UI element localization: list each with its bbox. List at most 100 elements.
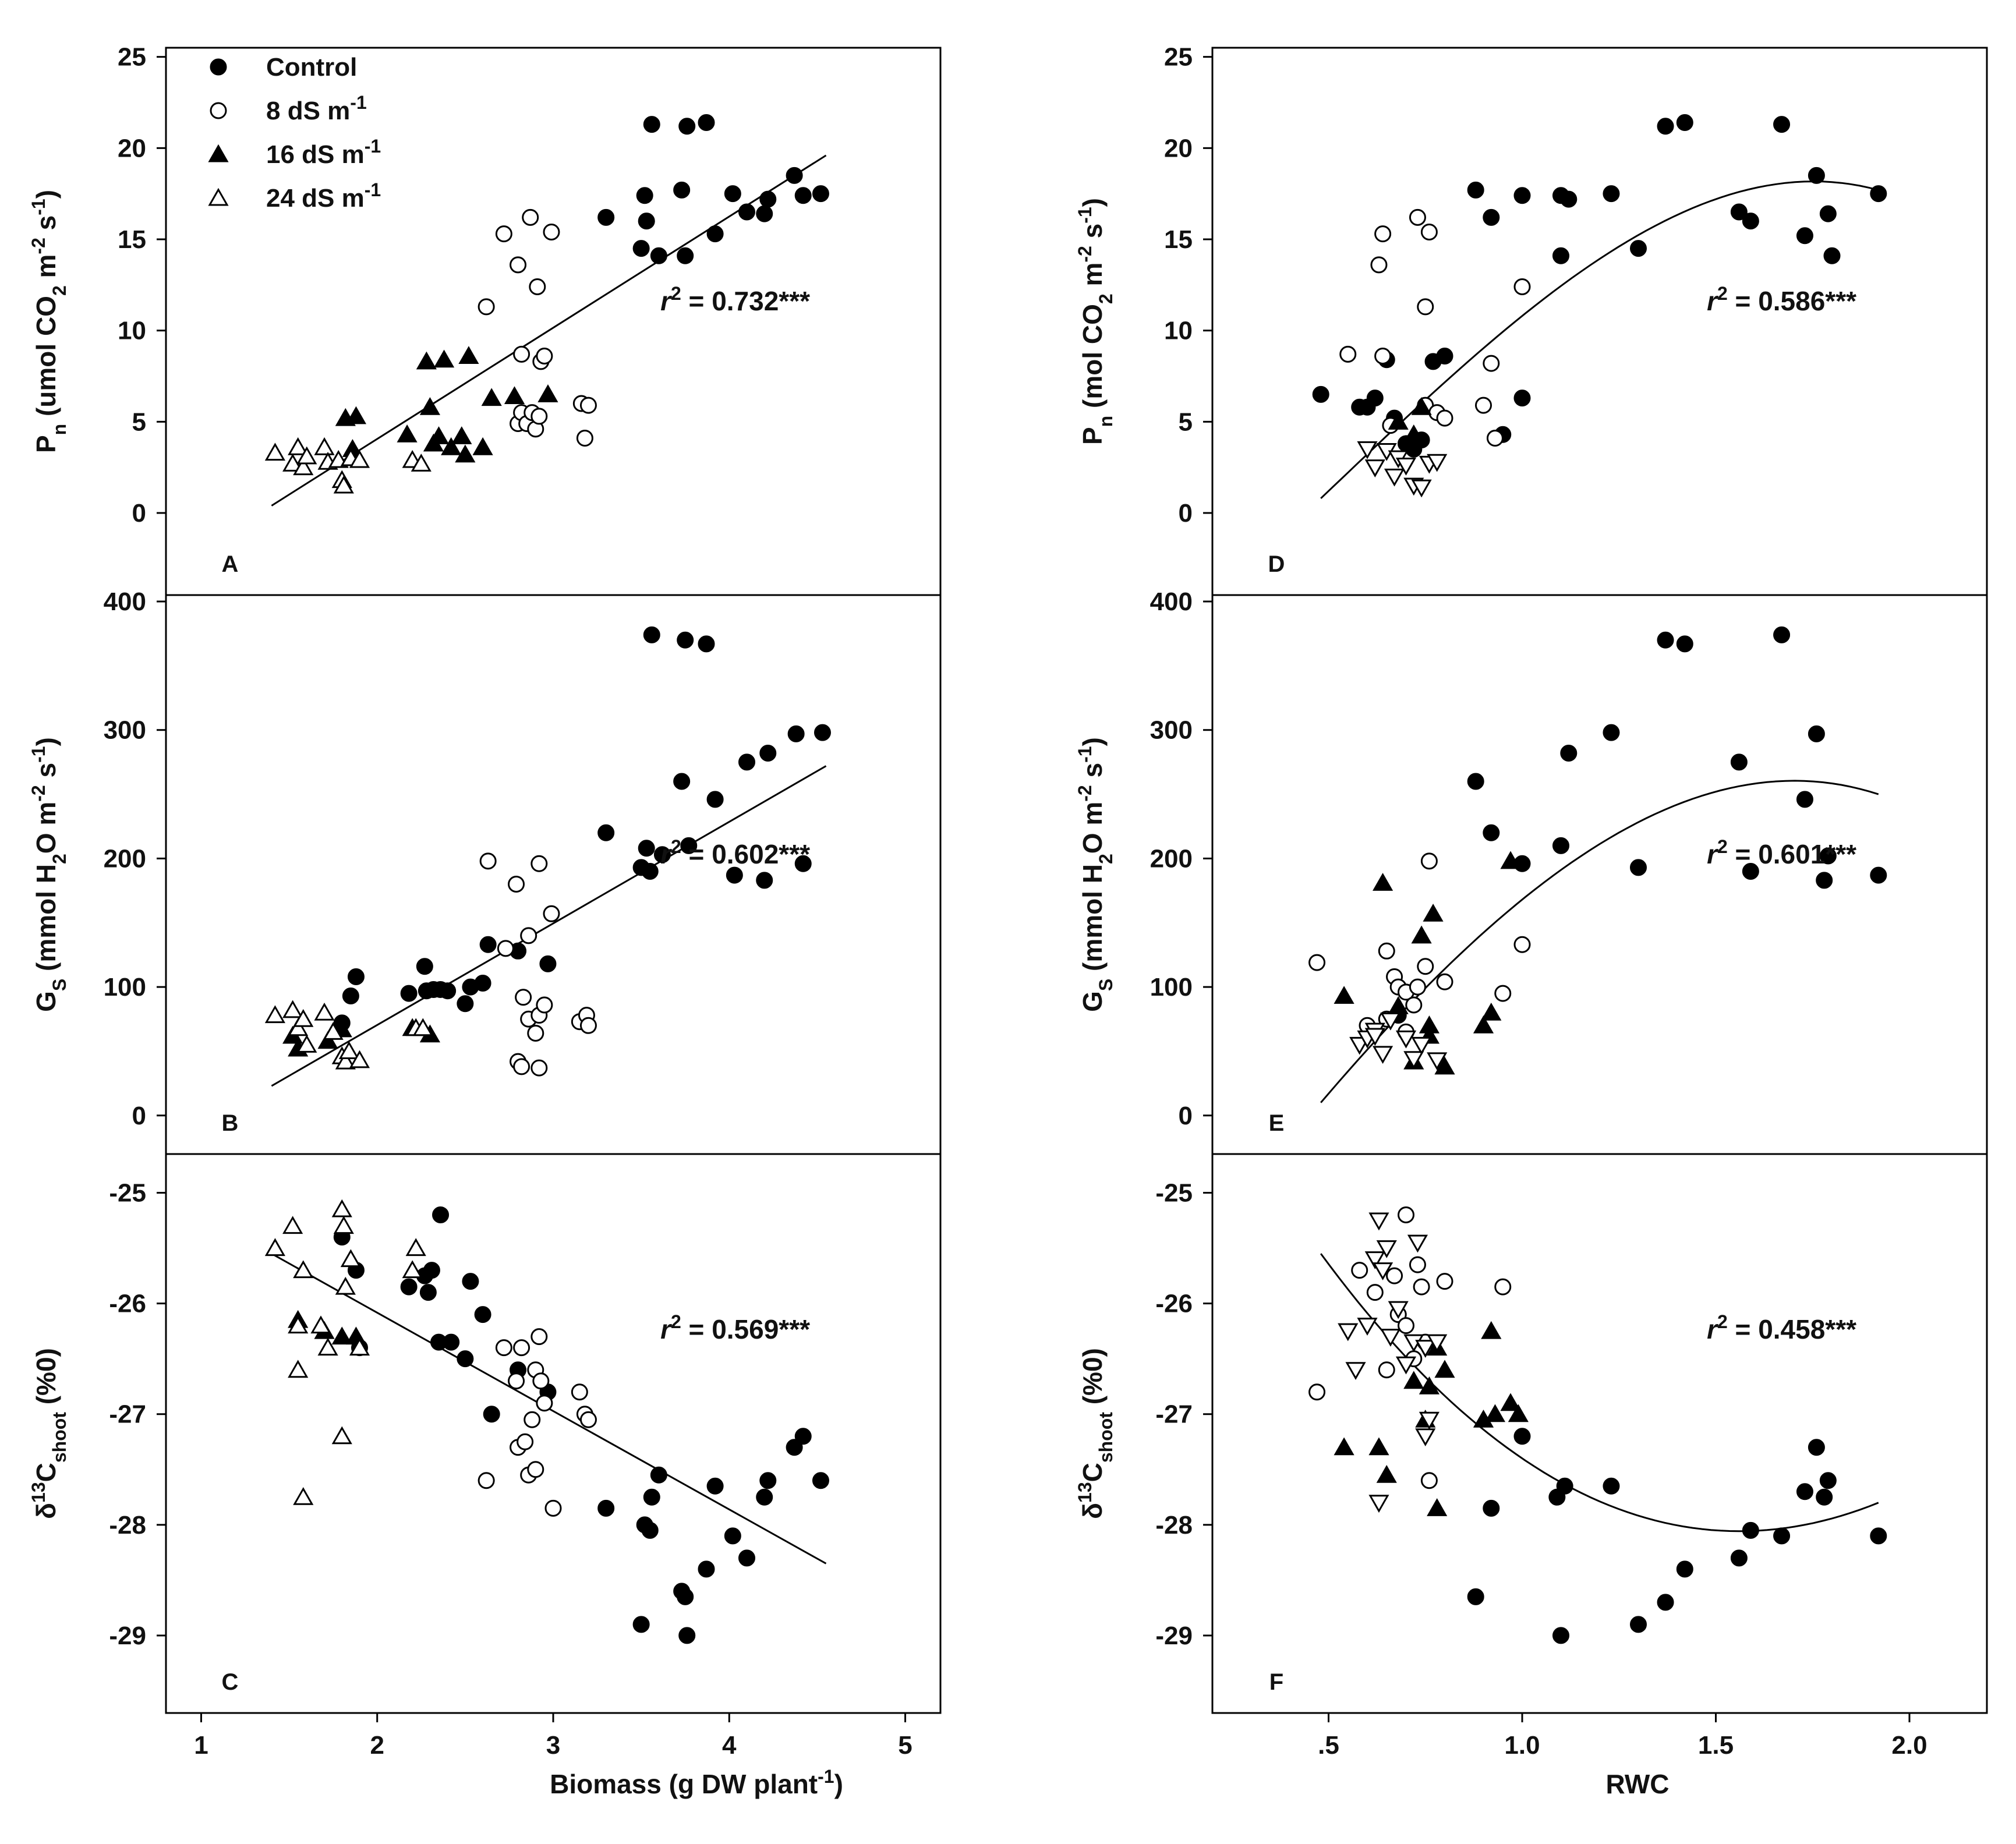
data-point-16ds (1388, 412, 1409, 430)
x-tick-label: .5 (1318, 1731, 1339, 1760)
data-point-24ds (331, 1426, 352, 1445)
data-point-8ds (1420, 1472, 1438, 1489)
data-point-24ds (314, 1002, 335, 1021)
data-point-control (794, 1428, 812, 1445)
data-point-control (1467, 773, 1484, 790)
data-point-control (1552, 247, 1569, 264)
data-point-24ds (282, 1000, 303, 1018)
data-point-16ds (1423, 904, 1444, 922)
data-point-control (1816, 1488, 1833, 1506)
panel-A: 0 5 10 15 20 25 Ar2 = 0.732*** Pn (umol CO2 m-2… (28, 43, 942, 596)
data-point-control (756, 1488, 773, 1506)
data-point-control (1630, 859, 1647, 876)
data-point-control (1870, 185, 1887, 203)
data-point-control (1819, 1472, 1837, 1489)
data-point-8ds (497, 940, 514, 957)
data-point-24ds (335, 1051, 356, 1070)
y-tick-label: -27 (109, 1400, 146, 1429)
data-point-control (1483, 1499, 1500, 1517)
data-point-control (677, 631, 694, 649)
data-point-16ds (1403, 1371, 1424, 1389)
legend-label-s16: 16 dS m-1 (266, 136, 381, 169)
data-point-control (759, 744, 777, 762)
r-squared-annotation: r2 = 0.458*** (1707, 1311, 1856, 1344)
data-point-control (1467, 181, 1484, 199)
r-squared-annotation: r2 = 0.601*** (1707, 836, 1856, 869)
data-point-16ds (317, 1031, 338, 1049)
r-squared-annotation: r2 = 0.586*** (1707, 283, 1856, 316)
y-tick-label: 100 (104, 973, 146, 1001)
regression-line (1320, 180, 1879, 499)
data-point-control (1603, 185, 1620, 203)
data-point-control (1657, 118, 1674, 135)
data-point-24ds (296, 446, 317, 465)
data-point-control (443, 1333, 460, 1351)
data-point-24ds (282, 454, 303, 472)
y-tick-label: -27 (1155, 1400, 1193, 1429)
panel-letter: D (1268, 551, 1285, 577)
data-point-16ds (1484, 1404, 1506, 1422)
data-point-24ds (264, 1238, 285, 1257)
y-tick-label: 5 (132, 408, 146, 436)
data-point-16ds (1434, 1360, 1455, 1378)
data-point-8ds (532, 1372, 550, 1390)
y-tick-label: 0 (132, 1102, 146, 1130)
y-tick-label: -29 (1155, 1622, 1193, 1650)
data-point-8ds (495, 225, 512, 243)
data-point-control (1312, 385, 1329, 403)
data-point-control (1742, 862, 1759, 880)
data-point-8ds (576, 430, 593, 447)
data-point-24ds (402, 1260, 423, 1279)
data-point-24ds (293, 1260, 314, 1279)
data-point-16ds (537, 384, 558, 402)
data-point-24ds (1419, 1411, 1440, 1430)
data-point-8ds (522, 208, 539, 226)
data-point-24ds (1427, 454, 1448, 472)
data-point-24ds (1376, 1240, 1397, 1258)
data-point-24ds (349, 1337, 370, 1356)
data-point-8ds (510, 256, 527, 274)
data-point-24ds (264, 1005, 285, 1024)
data-point-control (1483, 824, 1500, 841)
data-point-control (1603, 1477, 1620, 1495)
data-point-16ds (1334, 986, 1354, 1004)
data-point-24ds (405, 1238, 426, 1257)
data-point-control (1819, 847, 1837, 865)
panel-D: 0 5 10 15 20 25 Dr2 = 0.586*** Pn (mol CO2 m-2 … (1074, 43, 1988, 596)
data-point-control (738, 203, 755, 221)
data-point-8ds (524, 1411, 541, 1428)
data-point-16ds (451, 426, 472, 444)
y-tick-label: 300 (104, 716, 146, 745)
data-point-8ds (1494, 1278, 1512, 1296)
data-point-control (1366, 390, 1384, 407)
data-point-8ds (1398, 1206, 1414, 1224)
data-point-control (1819, 205, 1837, 222)
data-point-control (1630, 240, 1647, 257)
data-point-24ds (1368, 1495, 1389, 1513)
data-point-24ds (331, 1199, 352, 1217)
data-point-control (1808, 167, 1825, 184)
data-point-8ds (1386, 1267, 1403, 1284)
data-point-control (1467, 1588, 1484, 1605)
data-point-control (787, 725, 805, 742)
data-point-control (1552, 837, 1569, 854)
data-point-control (457, 1350, 474, 1368)
data-point-16ds (1508, 1404, 1529, 1422)
data-point-control (738, 1549, 755, 1567)
data-point-control (1676, 1560, 1693, 1578)
data-point-control (419, 1284, 437, 1301)
data-point-8ds (536, 348, 553, 365)
data-point-control (641, 1521, 659, 1539)
data-point-control (786, 1439, 803, 1456)
data-point-control (1513, 1428, 1531, 1445)
y-tick-label: 25 (118, 43, 146, 72)
data-point-8ds (1513, 278, 1531, 295)
data-point-control (814, 724, 831, 741)
data-point-24ds (349, 450, 370, 468)
data-point-control (1870, 1527, 1887, 1545)
data-point-control (597, 1499, 615, 1517)
data-point-control (653, 846, 671, 863)
data-point-24ds (293, 457, 314, 476)
data-point-control (724, 185, 741, 203)
